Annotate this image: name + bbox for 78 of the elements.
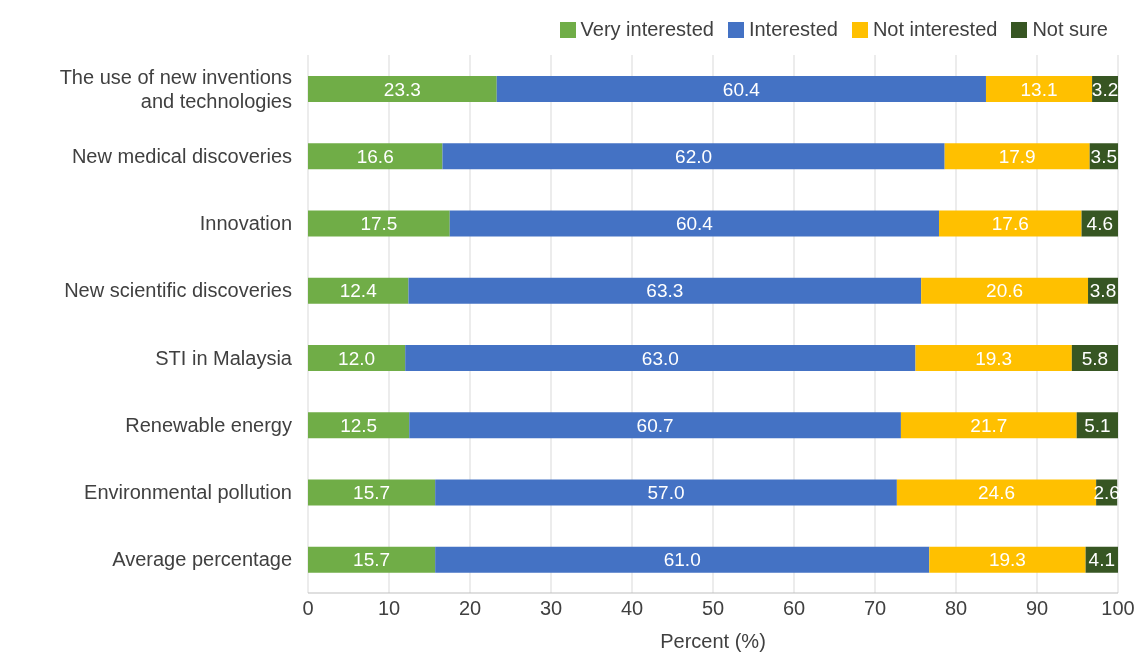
data-label: 16.6 bbox=[356, 145, 394, 167]
bar bbox=[442, 143, 945, 170]
y-tick-label: Renewable energy bbox=[125, 413, 292, 436]
legend-label: Very interested bbox=[580, 18, 714, 41]
data-label: 60.4 bbox=[722, 78, 761, 100]
data-label: 24.6 bbox=[978, 482, 1015, 503]
x-tick-label: 80 bbox=[944, 597, 968, 620]
x-tick-label: 50 bbox=[701, 597, 725, 620]
x-tick-label: 40 bbox=[620, 597, 644, 620]
bar bbox=[938, 210, 1082, 237]
legend-label: Not interested bbox=[872, 18, 998, 41]
data-label: 57.0 bbox=[647, 482, 685, 503]
data-label: 15.7 bbox=[353, 549, 391, 571]
x-tick-label: 100 bbox=[1101, 597, 1135, 620]
data-label: 17.6 bbox=[991, 213, 1029, 234]
data-label: 19.3 bbox=[988, 549, 1026, 571]
data-label: 17.9 bbox=[998, 145, 1036, 167]
bar bbox=[308, 210, 450, 237]
bar bbox=[900, 412, 1077, 439]
bar bbox=[435, 479, 897, 506]
data-label: 12.4 bbox=[339, 280, 378, 302]
x-axis-title: Percent (%) bbox=[660, 630, 766, 652]
bar bbox=[944, 143, 1090, 170]
y-tick-label: New medical discoveries bbox=[71, 144, 292, 167]
x-tick-label: 0 bbox=[302, 597, 314, 620]
data-label: 3.8 bbox=[1089, 280, 1117, 302]
data-label: 23.3 bbox=[383, 78, 421, 100]
data-label: 3.5 bbox=[1090, 145, 1118, 167]
data-label: 20.6 bbox=[986, 280, 1024, 302]
y-tick-label: STI in Malaysia bbox=[155, 346, 293, 369]
x-tick-label: 10 bbox=[377, 597, 401, 620]
bar bbox=[496, 76, 986, 102]
bar bbox=[915, 345, 1072, 371]
bar bbox=[308, 412, 410, 439]
x-tick-label: 20 bbox=[458, 597, 482, 620]
bar bbox=[921, 277, 1089, 304]
bar bbox=[985, 76, 1093, 102]
bar bbox=[449, 210, 939, 237]
data-label: 21.7 bbox=[970, 414, 1008, 436]
bar bbox=[405, 345, 916, 371]
data-label: 17.5 bbox=[360, 213, 398, 234]
bar bbox=[435, 546, 930, 573]
legend-label: Not sure bbox=[1032, 18, 1108, 41]
x-tick-label: 30 bbox=[539, 597, 563, 620]
bar bbox=[409, 412, 901, 439]
bar bbox=[929, 546, 1086, 573]
data-label: 61.0 bbox=[663, 549, 701, 571]
y-tick-label: The use of new inventions and technologies bbox=[59, 65, 292, 112]
data-label: 15.7 bbox=[353, 482, 391, 503]
data-label: 13.1 bbox=[1020, 78, 1058, 100]
x-tick-label: 70 bbox=[863, 597, 887, 620]
bar bbox=[308, 345, 406, 371]
x-tick-label: 60 bbox=[782, 597, 806, 620]
data-label: 63.0 bbox=[641, 347, 679, 369]
data-label: 4.6 bbox=[1086, 213, 1113, 234]
data-label: 12.0 bbox=[338, 347, 376, 369]
y-tick-label: Average percentage bbox=[112, 548, 292, 571]
bar bbox=[308, 143, 443, 170]
y-tick-label: Environmental pollution bbox=[84, 481, 292, 504]
data-label: 12.5 bbox=[340, 414, 378, 436]
data-label: 19.3 bbox=[975, 347, 1013, 369]
bar bbox=[308, 479, 436, 506]
data-label: 60.4 bbox=[675, 213, 714, 234]
data-label: 4.1 bbox=[1088, 549, 1116, 571]
x-tick-label: 90 bbox=[1025, 597, 1049, 620]
data-label: 3.2 bbox=[1091, 78, 1119, 100]
data-label: 60.7 bbox=[636, 414, 674, 436]
data-label: 63.3 bbox=[646, 280, 684, 302]
bar bbox=[308, 546, 436, 573]
data-label: 62.0 bbox=[675, 145, 713, 167]
data-label: 5.8 bbox=[1081, 347, 1109, 369]
y-tick-label: New scientific discoveries bbox=[64, 279, 292, 302]
y-tick-label: Innovation bbox=[199, 212, 292, 235]
bar bbox=[408, 277, 922, 304]
bar bbox=[308, 76, 497, 102]
bar bbox=[308, 277, 409, 304]
legend-label: Interested bbox=[748, 18, 838, 41]
data-label: 5.1 bbox=[1084, 414, 1111, 436]
